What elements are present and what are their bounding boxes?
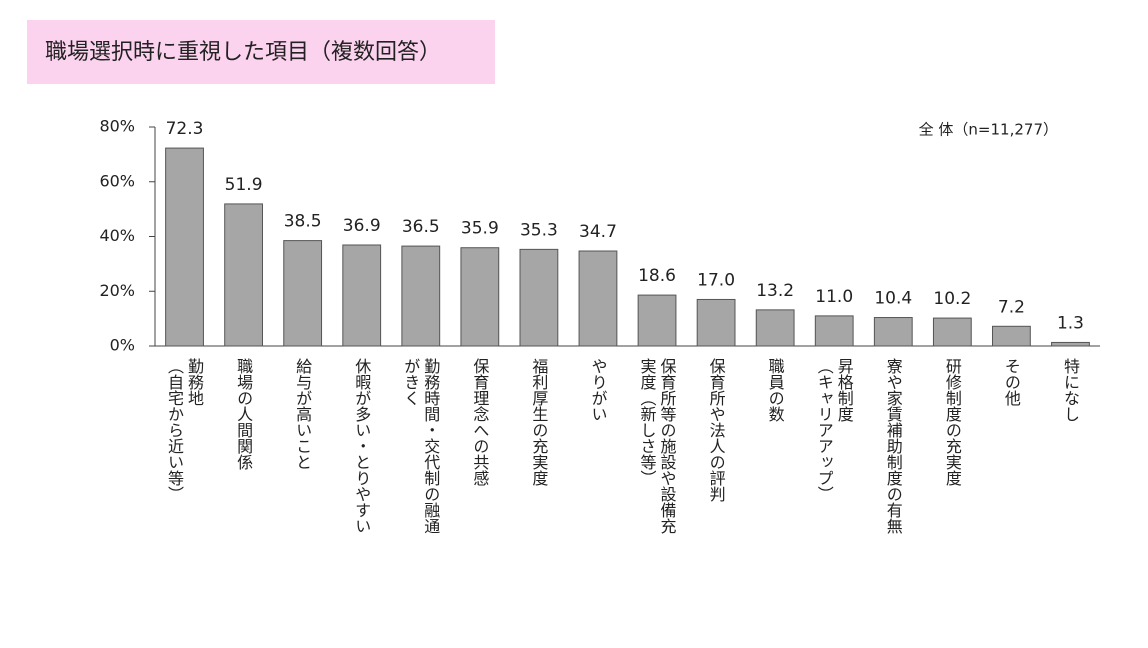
bar — [460, 247, 500, 347]
value-label: 34.7 — [579, 222, 617, 242]
bar — [814, 315, 854, 347]
chart-title: 職場選択時に重視した項目（複数回答） — [45, 40, 441, 65]
bar — [1051, 341, 1090, 347]
x-tick-label: 給与が高いこと — [293, 358, 312, 470]
y-tick-label: 40% — [99, 226, 135, 245]
x-tick-label: 特になし — [1061, 358, 1080, 422]
x-tick-label: 実度（新しさ等） — [638, 358, 657, 486]
x-tick-label: 保育所等の施設や設備充 — [658, 358, 677, 534]
x-tick-label: やりがい — [588, 358, 607, 422]
value-label: 17.0 — [697, 270, 735, 290]
value-label: 10.2 — [933, 289, 971, 309]
x-tick-label: 勤務時間・交代制の融通 — [421, 358, 440, 534]
value-label: 38.5 — [284, 212, 322, 232]
y-tick-label: 60% — [99, 171, 135, 190]
value-label: 35.9 — [461, 219, 499, 239]
x-tick-label: （キャリアアップ） — [815, 358, 834, 502]
value-label: 13.2 — [756, 281, 794, 301]
value-label: 10.4 — [874, 289, 912, 309]
y-tick-label: 80% — [99, 117, 135, 136]
bar — [992, 325, 1031, 347]
y-tick-label: 0% — [110, 336, 135, 355]
x-tick-label: （自宅から近い等） — [165, 358, 184, 502]
x-tick-label: 寮や家賃補助制度の有無 — [884, 358, 903, 534]
value-label: 18.6 — [638, 266, 676, 286]
x-tick-label: 福利厚生の充実度 — [529, 358, 548, 486]
x-tick-label: 昇格制度 — [835, 358, 854, 422]
bar — [401, 245, 441, 347]
value-label: 11.0 — [815, 287, 853, 307]
x-tick-label: 勤務地 — [185, 358, 204, 406]
x-tick-label: 研修制度の充実度 — [943, 358, 962, 486]
value-label: 72.3 — [166, 119, 204, 139]
bar — [755, 309, 795, 347]
value-label: 51.9 — [225, 175, 263, 195]
y-tick-label: 20% — [99, 281, 135, 300]
x-tick-label: 職員の数 — [766, 358, 785, 422]
title-box — [27, 20, 495, 84]
value-label: 7.2 — [998, 297, 1025, 317]
x-tick-label: 職場の人間関係 — [234, 358, 253, 471]
x-tick-label: がきく — [401, 358, 420, 406]
value-label: 1.3 — [1057, 313, 1084, 333]
bar — [696, 298, 736, 347]
x-tick-label: 休暇が多い・とりやすい — [352, 358, 371, 534]
value-label: 36.5 — [402, 217, 440, 237]
bar — [165, 147, 204, 347]
bar — [342, 244, 382, 347]
x-tick-label: 保育理念への共感 — [470, 358, 489, 486]
value-label: 35.3 — [520, 220, 558, 240]
x-tick-label: 保育所や法人の評判 — [707, 358, 726, 503]
bar — [283, 240, 323, 347]
bar — [637, 294, 677, 347]
bar — [224, 203, 263, 347]
annotation: 全 体（n=11,277） — [919, 121, 1058, 139]
bar — [873, 317, 913, 347]
x-tick-label: その他 — [1002, 358, 1021, 407]
bar — [578, 250, 618, 347]
bar — [932, 317, 972, 347]
bar — [519, 248, 559, 347]
value-label: 36.9 — [343, 216, 381, 236]
